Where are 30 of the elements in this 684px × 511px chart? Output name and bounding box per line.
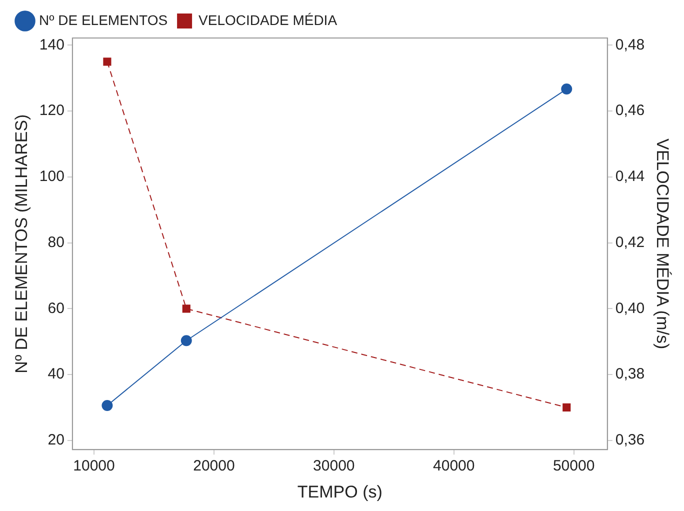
y2-tick-label: 0,48	[615, 36, 645, 54]
x-tick-label: 10000	[73, 458, 115, 475]
y-tick-label: 60	[48, 300, 64, 317]
legend-label: Nº DE ELEMENTOS	[39, 12, 168, 28]
y-tick-label: 100	[39, 168, 64, 186]
y2-tick-label: 0,40	[615, 300, 645, 317]
legend-label: VELOCIDADE MÉDIA	[198, 12, 338, 28]
y-tick-label: 40	[48, 366, 64, 383]
y-axis-title: Nº DE ELEMENTOS (MILHARES)	[12, 114, 31, 374]
y2-axis-title: VELOCIDADE MÉDIA (m/s)	[653, 138, 672, 350]
y-tick-label: 20	[48, 432, 64, 449]
y2-tick-label: 0,42	[615, 234, 645, 251]
point	[103, 58, 112, 66]
x-axis-title: TEMPO (s)	[297, 482, 382, 502]
x-tick-label: 20000	[193, 458, 235, 475]
point	[182, 304, 190, 313]
y2-tick-label: 0,46	[615, 102, 645, 120]
y-tick-label: 120	[39, 102, 64, 120]
x-tick-label: 30000	[313, 458, 355, 475]
y-tick-label: 80	[48, 234, 64, 251]
x-tick-label: 50000	[552, 458, 595, 475]
y2-tick-label: 0,36	[615, 432, 645, 449]
x-tick-label: 40000	[433, 458, 475, 475]
point	[561, 84, 572, 95]
y2-tick-label: 0,38	[615, 366, 645, 383]
point	[562, 403, 571, 412]
y2-tick-label: 0,44	[615, 168, 645, 186]
y-tick-label: 140	[39, 36, 64, 54]
point	[102, 400, 113, 411]
point	[180, 335, 192, 346]
